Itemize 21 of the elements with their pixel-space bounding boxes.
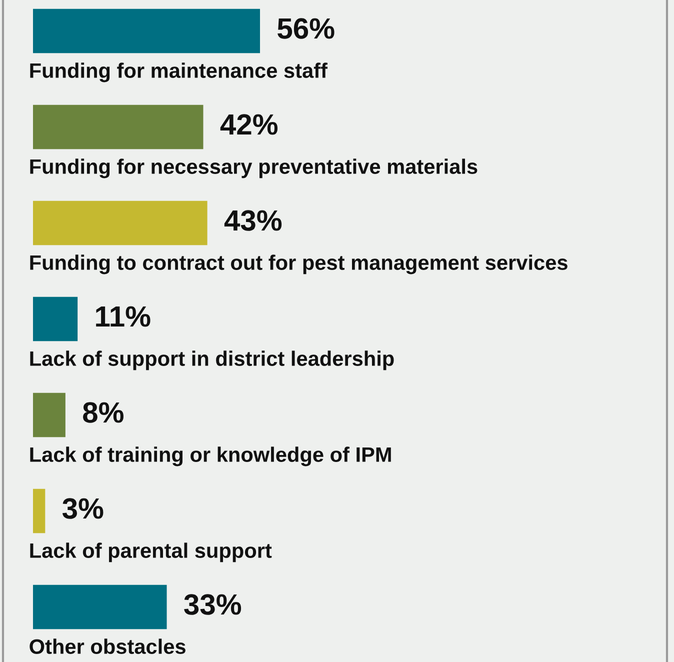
y-tick-label: Lack of parental support xyxy=(30,542,272,562)
data-label: 56% xyxy=(278,18,334,39)
data-label: 42% xyxy=(220,114,278,135)
bar xyxy=(33,200,208,246)
data-label: 43% xyxy=(224,210,282,231)
y-tick-label: Other obstacles xyxy=(30,638,186,654)
bar xyxy=(33,8,260,54)
bar xyxy=(33,104,204,150)
data-label: 33% xyxy=(184,594,242,615)
y-tick-label: Lack of training or knowledge of IPM xyxy=(30,446,391,466)
bar xyxy=(33,296,78,342)
data-label: 8% xyxy=(83,402,124,423)
bar xyxy=(33,584,167,630)
y-tick-label: Lack of support in district leadership xyxy=(30,350,394,370)
y-tick-label: Funding for necessary preventative materials xyxy=(30,158,478,178)
data-label: 11% xyxy=(96,306,150,327)
bar xyxy=(33,392,66,438)
bar xyxy=(33,488,46,534)
data-label: 3% xyxy=(62,498,104,519)
y-tick-label: Funding to contract out for pest management services xyxy=(30,254,568,274)
y-tick-label: Funding for maintenance staff xyxy=(30,62,328,82)
